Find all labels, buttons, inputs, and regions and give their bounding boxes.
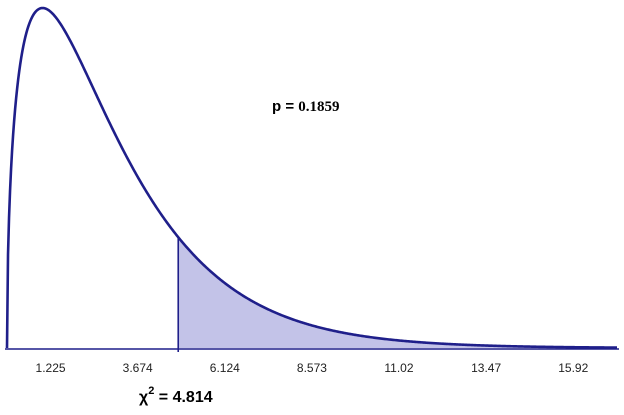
chi-superscript: 2 [148, 385, 154, 397]
x-tick-label: 13.47 [471, 361, 501, 375]
test-statistic-value: = 4.814 [154, 389, 212, 406]
density-curve [5, 6, 617, 349]
x-tick-label: 8.573 [297, 361, 327, 375]
x-tick-label: 11.02 [384, 361, 413, 375]
test-statistic-annotation: χ2 = 4.814 [139, 385, 213, 406]
chi-symbol: χ [139, 389, 149, 406]
p-value-annotation: p = 0.1859 [272, 98, 340, 115]
p-value-prefix: p = [272, 98, 298, 115]
x-tick-labels: 1.225 3.674 6.124 8.573 11.02 13.47 15.92 [36, 361, 589, 375]
x-tick-label: 15.92 [558, 361, 588, 375]
x-tick-label: 1.225 [36, 361, 66, 375]
x-tick-label: 6.124 [210, 361, 240, 375]
x-tick-label: 3.674 [123, 361, 153, 375]
p-value-number: 0.1859 [298, 99, 339, 115]
shaded-tail-region [178, 237, 618, 348]
